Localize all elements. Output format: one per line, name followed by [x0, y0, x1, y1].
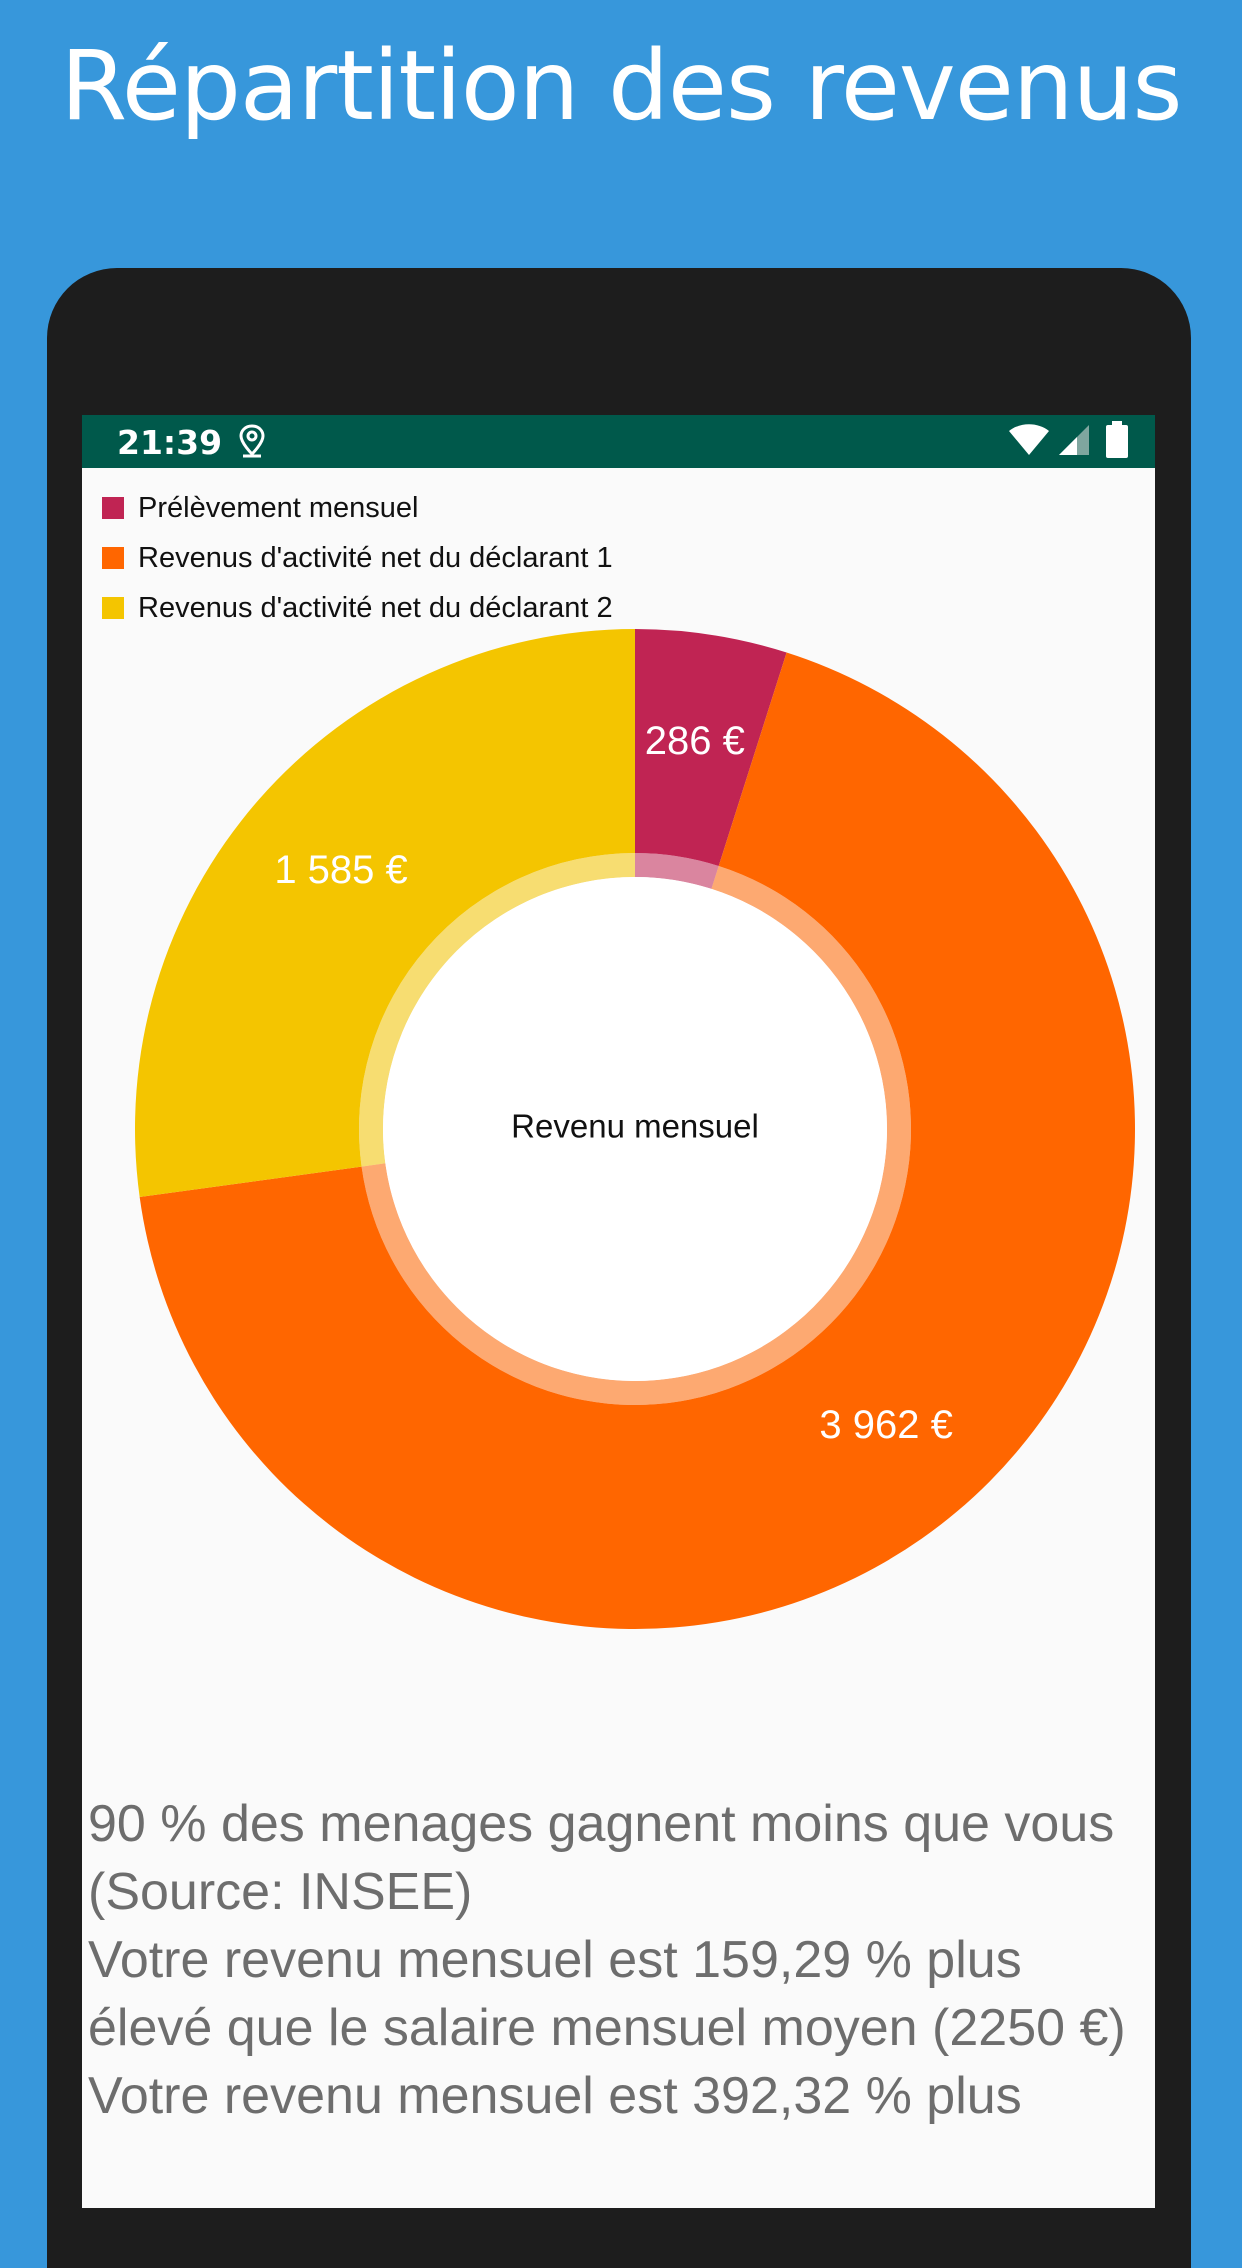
promo-title: Répartition des revenus	[60, 30, 1183, 142]
app-screen: 21:39 P	[82, 415, 1155, 2208]
signal-icon	[1057, 423, 1091, 461]
info-line-average-salary: Votre revenu mensuel est 159,29 % plus é…	[88, 1931, 1126, 2057]
legend-swatch	[102, 547, 124, 569]
legend-item-declarant-1: Revenus d'activité net du déclarant 1	[102, 533, 613, 583]
value-labels-layer: 286 € 3 962 € 1 585 €	[274, 719, 953, 1447]
donut-hole	[383, 877, 887, 1381]
legend-label: Revenus d'activité net du déclarant 2	[138, 591, 613, 624]
legend-swatch	[102, 597, 124, 619]
slice-prelevement-mensuel[interactable]	[635, 629, 787, 866]
location-icon	[237, 423, 267, 463]
status-time: 21:39	[117, 423, 223, 462]
inner-ring-prelevement-mensuel	[635, 853, 719, 889]
legend-item-prelevement: Prélèvement mensuel	[102, 483, 613, 533]
info-line-comparison: Votre revenu mensuel est 392,32 % plus	[88, 2067, 1022, 2125]
slice-revenus-d-activite-net-du-declarant-1[interactable]	[139, 652, 1135, 1629]
legend-swatch	[102, 497, 124, 519]
slice-revenus-d-activite-net-du-declarant-2[interactable]	[134, 629, 635, 1198]
inner-ring-layer	[359, 853, 911, 1406]
slice-value-label-revenus-d-activite-net-du-declarant-1: 3 962 €	[819, 1403, 952, 1447]
chart-legend: Prélèvement mensuel Revenus d'activité n…	[102, 483, 613, 633]
battery-icon	[1105, 421, 1129, 463]
legend-label: Revenus d'activité net du déclarant 1	[138, 541, 613, 574]
center-label: Revenu mensuel	[511, 1108, 759, 1145]
status-bar: 21:39	[82, 415, 1155, 468]
inner-ring-revenus-d-activite-net-du-declarant-2	[359, 853, 635, 1167]
wifi-icon	[1007, 421, 1051, 461]
info-line-percentile: 90 % des menages gagnent moins que vous …	[88, 1795, 1115, 1921]
slices-layer	[134, 629, 1135, 1629]
donut-chart[interactable]: Revenu mensuel 286 € 3 962 € 1 585 €	[82, 415, 1155, 1655]
info-text: 90 % des menages gagnent moins que vous …	[88, 1790, 1148, 2130]
legend-item-declarant-2: Revenus d'activité net du déclarant 2	[102, 583, 613, 633]
legend-label: Prélèvement mensuel	[138, 491, 419, 524]
slice-value-label-revenus-d-activite-net-du-declarant-2: 1 585 €	[274, 848, 407, 892]
slice-value-label-prelevement-mensuel: 286 €	[645, 719, 745, 763]
